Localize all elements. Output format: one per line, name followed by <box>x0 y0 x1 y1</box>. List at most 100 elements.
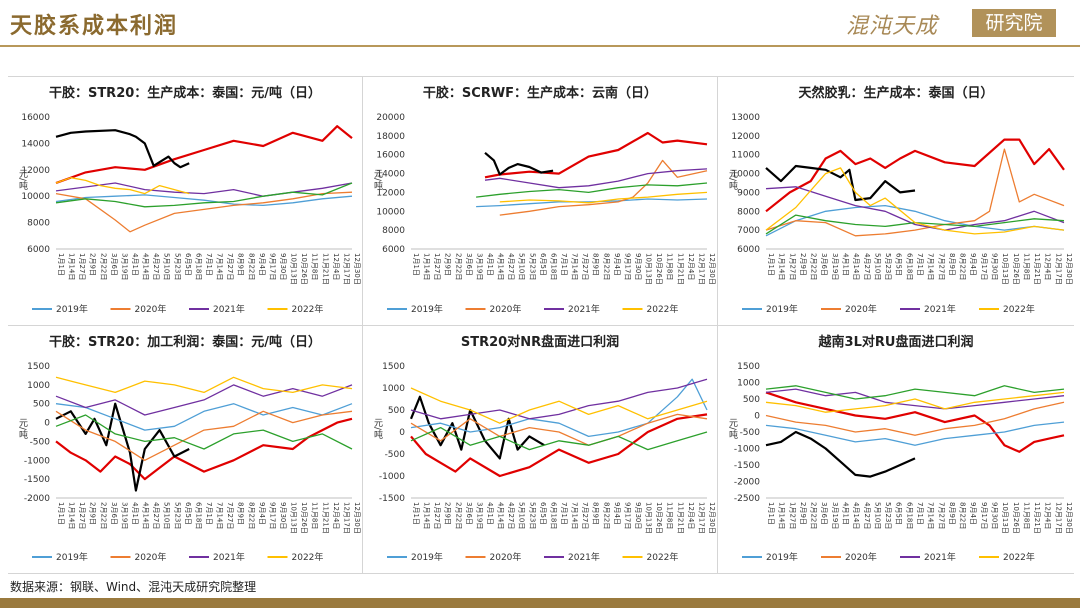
x-tick-label: 4月14日 <box>852 253 860 280</box>
x-tick-label: 12月30日 <box>708 253 716 285</box>
legend-label: 2021年 <box>568 303 600 315</box>
x-tick-label: 12月17日 <box>697 502 705 534</box>
x-tick-label: 11月8日 <box>1022 253 1030 280</box>
x-tick-label: 1月27日 <box>78 253 86 280</box>
series-line <box>410 387 708 424</box>
y-tick-label: 13000 <box>731 113 760 123</box>
y-tick-label: -1000 <box>379 472 405 482</box>
legend-label: 2022年 <box>292 303 324 315</box>
x-tick-label: 9月30日 <box>634 253 642 280</box>
x-tick-label: 9月30日 <box>634 502 642 529</box>
y-tick-label: 6000 <box>737 245 760 255</box>
x-tick-label: 6月5日 <box>539 253 547 276</box>
x-tick-label: 7月14日 <box>927 253 935 280</box>
x-tick-label: 3月6日 <box>110 502 118 525</box>
y-tick-label: -2500 <box>734 494 760 504</box>
x-tick-label: 1月1日 <box>767 253 775 276</box>
legend-label: 2022年 <box>1003 303 1035 315</box>
x-tick-label: 12月30日 <box>353 253 361 285</box>
y-tick-label: 6000 <box>382 245 405 255</box>
x-tick-label: 7月14日 <box>927 502 935 529</box>
y-tick-label: 0 <box>754 412 760 422</box>
y-tick-label: 1000 <box>382 384 405 394</box>
x-tick-label: 4月27日 <box>863 502 871 529</box>
y-tick-label: 0 <box>399 428 405 438</box>
legend-label: 2019年 <box>766 551 798 563</box>
y-tick-label: 1000 <box>27 381 50 391</box>
x-tick-label: 2月9日 <box>799 253 807 276</box>
chart-panel-str20-import: STR20对NR盘面进口利润 -1500 -1000 -500 0 500 1000 150… <box>363 326 717 573</box>
legend-label: 2020年 <box>490 303 522 315</box>
x-tick-label: 9月4日 <box>613 502 621 525</box>
y-tick-label: -500 <box>740 428 761 438</box>
page-title: 天胶系成本利润 <box>10 13 179 39</box>
x-tick-label: 3月19日 <box>120 253 128 280</box>
x-tick-label: 12月30日 <box>1065 253 1073 285</box>
series-line <box>410 413 708 478</box>
x-tick-label: 9月30日 <box>279 502 287 529</box>
legend-label: 2022年 <box>1003 551 1035 563</box>
legend-label: 2022年 <box>647 303 679 315</box>
x-tick-label: 8月22日 <box>247 502 255 529</box>
x-tick-label: 7月27日 <box>937 502 945 529</box>
legend-label: 2019年 <box>56 551 88 563</box>
x-tick-label: 10月26日 <box>655 502 663 534</box>
x-tick-label: 12月4日 <box>687 502 695 529</box>
x-tick-label: 6月18日 <box>194 502 202 529</box>
y-tick-label: -1000 <box>734 445 760 455</box>
series-line <box>765 388 1065 410</box>
x-tick-label: 4月1日 <box>842 253 850 276</box>
x-tick-label: 1月27日 <box>788 502 796 529</box>
x-tick-label: 2月9日 <box>89 253 97 276</box>
series-line <box>476 182 708 198</box>
x-tick-label: 7月14日 <box>571 502 579 529</box>
legend-label: 2020年 <box>845 551 877 563</box>
x-tick-label: 12月17日 <box>1054 253 1062 285</box>
x-tick-label: 2月22日 <box>99 502 107 529</box>
series-line <box>410 378 708 438</box>
legend-label: 2021年 <box>924 551 956 563</box>
x-tick-label: 6月18日 <box>905 502 913 529</box>
x-tick-label: 12月17日 <box>697 253 705 285</box>
legend-label: 2019年 <box>411 551 443 563</box>
x-tick-label: 8月9日 <box>948 253 956 276</box>
x-tick-label: 8月9日 <box>237 502 245 525</box>
chart-title: 天然胶乳：生产成本：泰国（日） <box>798 86 994 101</box>
y-tick-label: 7000 <box>737 226 760 236</box>
x-tick-label: 11月21日 <box>321 502 329 534</box>
y-axis-label: 元/吨 <box>372 169 382 191</box>
x-tick-label: 4月27日 <box>152 502 160 529</box>
y-tick-label: 8000 <box>737 207 760 217</box>
y-tick-label: 18000 <box>376 132 405 142</box>
y-tick-label: -1500 <box>379 494 405 504</box>
x-tick-label: 7月1日 <box>560 253 568 276</box>
header-divider <box>0 45 1080 47</box>
legend-label: 2021年 <box>213 303 245 315</box>
y-tick-label: 14000 <box>21 139 50 149</box>
series-line <box>55 177 190 195</box>
x-tick-label: 3月6日 <box>465 502 473 525</box>
x-tick-label: 1月1日 <box>412 502 420 525</box>
series-line <box>55 182 353 197</box>
x-tick-label: 3月19日 <box>120 502 128 529</box>
x-tick-label: 7月1日 <box>916 502 924 525</box>
x-tick-label: 4月27日 <box>152 253 160 280</box>
x-tick-label: 4月14日 <box>497 502 505 529</box>
x-tick-label: 7月27日 <box>226 502 234 529</box>
x-tick-label: 5月23日 <box>173 502 181 529</box>
y-tick-label: -1500 <box>24 475 50 485</box>
y-tick-label: 500 <box>743 395 760 405</box>
x-tick-label: 10月13日 <box>1001 253 1009 285</box>
x-tick-label: 9月4日 <box>969 502 977 525</box>
series-line <box>484 151 554 176</box>
chart-panel-vn3l-import: 越南3L对RU盘面进口利润 -2500 -2000 -1500 -1000 -500 0 5… <box>718 326 1074 573</box>
series-line <box>765 391 1065 453</box>
chart-svg: -2500 -2000 -1500 -1000 -500 0 500 1000 1500 1月1日… <box>734 362 1073 563</box>
series-line <box>484 131 708 179</box>
x-tick-label: 1月1日 <box>767 502 775 525</box>
x-tick-label: 1月1日 <box>57 502 65 525</box>
x-tick-label: 8月9日 <box>237 253 245 276</box>
y-tick-label: 1000 <box>737 379 760 389</box>
x-tick-label: 6月5日 <box>184 253 192 276</box>
x-tick-label: 10月13日 <box>1001 502 1009 534</box>
